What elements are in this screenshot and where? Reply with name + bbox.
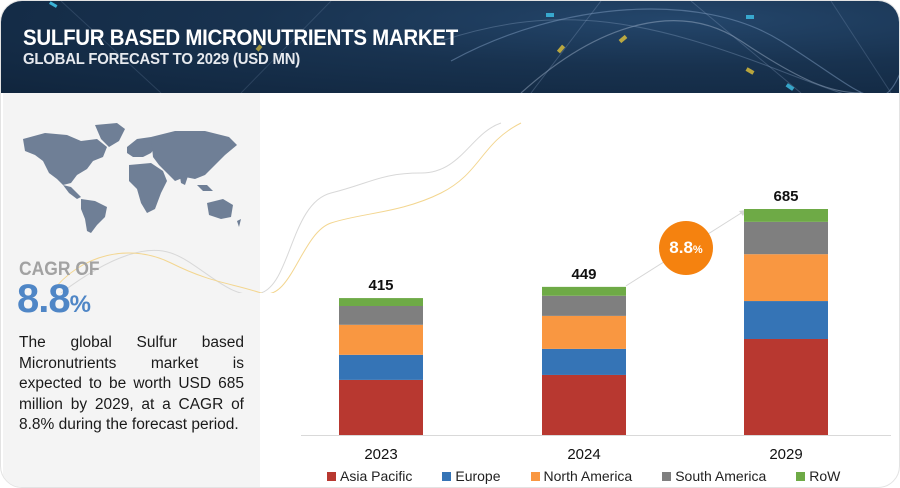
legend-swatch	[662, 471, 672, 481]
chart-subtitle: GLOBAL FORECAST TO 2029 (USD MN)	[23, 51, 301, 68]
summary-description: The global Sulfur based Micronutrients m…	[19, 334, 244, 434]
legend-label: South America	[675, 468, 767, 484]
legend-item-row: RoW	[796, 468, 840, 484]
total-label-2024: 449	[571, 266, 596, 283]
x-tick-label-2029: 2029	[769, 446, 802, 463]
header-decoration	[49, 1, 899, 93]
legend-swatch	[530, 471, 540, 481]
total-label-2023: 415	[368, 277, 393, 294]
bar-segment-south-america-2029	[744, 221, 828, 255]
cagr-value: 8.8%	[17, 277, 91, 322]
legend-swatch	[327, 471, 336, 481]
bar-segment-north-america-2024	[542, 315, 626, 349]
cagr-percent-sign: %	[69, 291, 91, 318]
cagr-number: 8.8	[17, 277, 71, 321]
labels-group: 415 2023 449 2024 685 2029	[364, 188, 802, 463]
x-tick-label-2024: 2024	[567, 446, 600, 463]
legend-label: Asia Pacific	[340, 468, 413, 484]
legend-item-asia-pacific: Asia Pacific	[327, 468, 412, 484]
legend-label: RoW	[809, 468, 841, 484]
header-banner: SULFUR BASED MICRONUTRIENTS MARKET GLOBA…	[1, 1, 899, 93]
bar-segment-europe-2029	[744, 301, 828, 339]
bar-segment-asia-pacific-2024	[542, 374, 626, 435]
legend-swatch	[796, 471, 806, 481]
stacked-bar-chart: 415 2023 449 2024 685 2029	[301, 188, 891, 463]
bar-segment-south-america-2024	[542, 295, 626, 316]
bar-segment-row-2029	[744, 209, 828, 222]
cagr-label: CAGR OF	[19, 259, 100, 280]
world-map-icon	[23, 123, 241, 233]
legend-swatch	[442, 471, 452, 481]
bar-segment-south-america-2023	[339, 305, 423, 325]
bar-segment-row-2024	[542, 286, 626, 296]
bars-group	[339, 209, 828, 435]
legend-item-south-america: South America	[662, 468, 766, 484]
badge-percent-sign: %	[692, 243, 703, 256]
chart-title: SULFUR BASED MICRONUTRIENTS MARKET	[23, 25, 458, 50]
legend-item-north-america: North America	[530, 468, 633, 484]
bar-segment-asia-pacific-2029	[744, 338, 828, 435]
chart-legend: Asia Pacific Europe North America South Ame…	[327, 468, 870, 484]
cagr-badge: 8.8%	[659, 221, 713, 275]
total-label-2029: 685	[773, 188, 798, 205]
legend-label: Europe	[455, 468, 501, 484]
bar-segment-europe-2023	[339, 354, 423, 380]
bar-segment-north-america-2029	[744, 254, 828, 302]
legend-label: North America	[543, 468, 633, 484]
bar-segment-north-america-2023	[339, 324, 423, 355]
badge-number: 8.8	[669, 238, 693, 257]
bar-segment-asia-pacific-2023	[339, 379, 423, 435]
bar-segment-row-2023	[339, 298, 423, 306]
legend-item-europe: Europe	[442, 468, 501, 484]
x-tick-label-2023: 2023	[364, 446, 397, 463]
bar-segment-europe-2024	[542, 348, 626, 375]
